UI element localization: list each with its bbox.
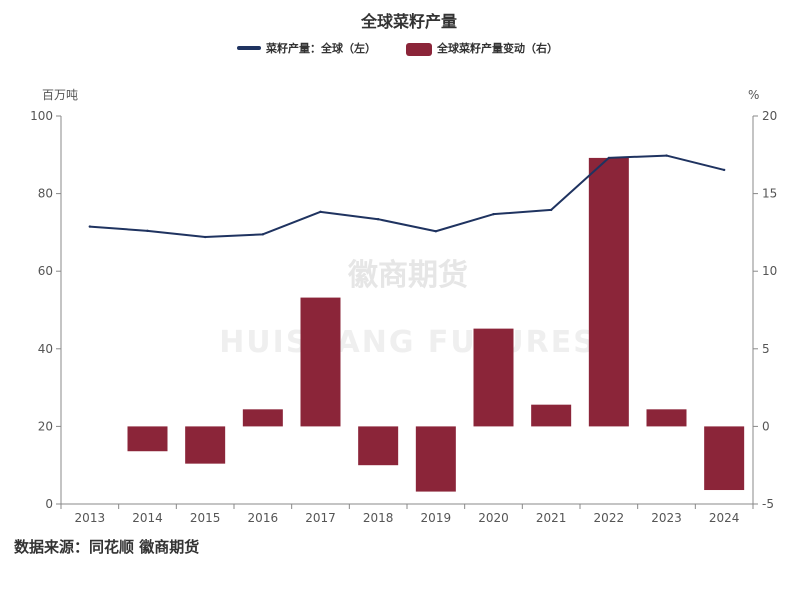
production-point-2020: [492, 212, 495, 216]
right-axis-ticks: -5 0 5 10 15 20: [753, 109, 777, 511]
left-tick-label: 20: [38, 419, 53, 433]
left-axis-unit: 百万吨: [42, 88, 78, 102]
right-tick-label: 20: [762, 109, 777, 123]
legend: 菜籽产量：全球（左） 全球菜籽产量变动（右）: [237, 41, 558, 56]
legend-bar-swatch: [406, 43, 432, 56]
left-tick-label: 0: [45, 497, 53, 511]
legend-bar-label: 全球菜籽产量变动（右）: [436, 41, 558, 55]
left-tick-label: 100: [30, 109, 53, 123]
production-point-2018: [376, 218, 380, 221]
x-tick-label: 2024: [709, 511, 740, 525]
bar-change-2015: [185, 426, 226, 464]
production-point-2024: [722, 168, 726, 172]
x-tick-label: 2014: [132, 511, 163, 525]
x-tick-label: 2019: [421, 511, 452, 525]
x-axis-ticks: 2013 2014 2015 2016 2017 2018 2019 2020 2021 2022…: [60, 504, 754, 525]
left-tick-label: 80: [38, 187, 53, 201]
production-point-2023: [665, 154, 668, 157]
bar-change-2024: [704, 426, 745, 491]
left-tick-label: 40: [38, 342, 53, 356]
x-tick-label: 2023: [651, 511, 682, 525]
x-tick-label: 2022: [594, 511, 625, 525]
x-tick-label: 2021: [536, 511, 567, 525]
production-point-2016: [261, 233, 265, 236]
source-note: 数据来源：同花顺 徽商期货: [14, 538, 199, 556]
bar-change-2022: [588, 157, 629, 427]
x-tick-label: 2013: [75, 511, 106, 525]
bar-change-2020: [473, 328, 514, 427]
bar-change-2019: [415, 426, 456, 492]
x-tick-label: 2018: [363, 511, 394, 525]
production-point-2021: [549, 208, 553, 212]
bar-series: [127, 157, 745, 492]
bar-change-2021: [531, 404, 572, 427]
production-point-2017: [319, 210, 322, 214]
production-point-2013: [88, 225, 92, 228]
x-tick-label: 2016: [248, 511, 279, 525]
legend-line-swatch: [237, 46, 261, 50]
production-point-2019: [434, 230, 438, 233]
right-tick-label: 5: [762, 342, 770, 356]
watermark-cn: 徽商期货: [347, 258, 468, 293]
production-point-2014: [146, 229, 149, 233]
left-axis-ticks: 0 20 40 60 80 100: [30, 109, 61, 511]
x-tick-label: 2020: [478, 511, 509, 525]
production-point-2015: [203, 235, 207, 239]
legend-line-label: 菜籽产量：全球（左）: [265, 41, 376, 55]
right-tick-label: 0: [762, 419, 770, 433]
bar-change-2016: [242, 409, 283, 427]
right-axis-unit: %: [748, 88, 759, 102]
x-tick-label: 2015: [190, 511, 221, 525]
right-tick-label: -5: [762, 497, 774, 511]
right-tick-label: 10: [762, 264, 777, 278]
bar-change-2014: [127, 426, 168, 452]
right-tick-label: 15: [762, 187, 777, 201]
chart-title: 全球菜籽产量: [360, 12, 457, 31]
bar-change-2017: [300, 297, 341, 427]
x-tick-label: 2017: [305, 511, 336, 525]
production-point-2022: [607, 156, 611, 160]
bar-change-2018: [358, 426, 399, 466]
bar-change-2023: [646, 409, 687, 427]
line-series: [88, 154, 726, 239]
watermark-en: HUISHANG FUTURES: [219, 325, 597, 360]
production-line: [89, 154, 725, 239]
left-tick-label: 60: [38, 264, 53, 278]
